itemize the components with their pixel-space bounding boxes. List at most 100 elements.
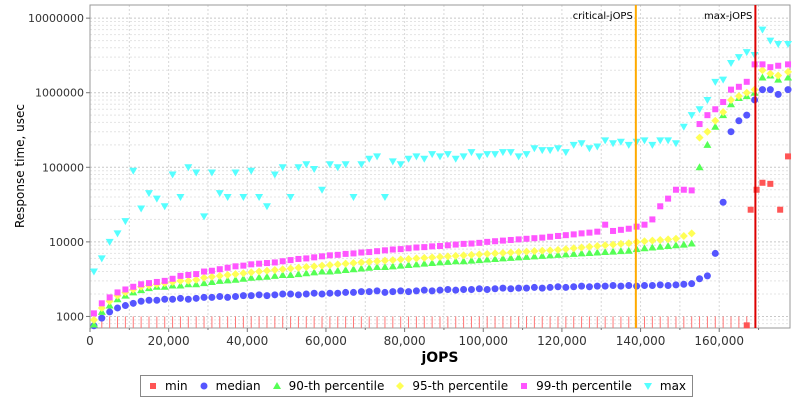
data-point — [586, 229, 593, 236]
data-point — [665, 195, 672, 202]
x-tick-label: 0 — [86, 334, 94, 348]
y-axis-label: Response time, usec — [13, 104, 27, 228]
data-point — [215, 276, 224, 284]
data-point — [767, 64, 774, 71]
data-point — [735, 83, 742, 90]
data-point — [720, 99, 727, 106]
data-point — [223, 193, 232, 201]
data-point — [775, 62, 782, 69]
data-point — [247, 273, 256, 281]
data-point — [279, 290, 287, 298]
data-point — [498, 149, 507, 157]
data-point — [648, 281, 656, 289]
data-point — [547, 233, 554, 240]
data-point — [294, 270, 303, 278]
data-point — [680, 186, 687, 193]
data-point — [594, 228, 601, 235]
x-tick-label: 40,000 — [226, 334, 268, 348]
data-point — [263, 292, 271, 300]
data-point — [617, 226, 624, 233]
data-point — [491, 254, 500, 262]
data-point — [278, 270, 287, 278]
data-point — [640, 137, 649, 145]
data-point — [176, 193, 185, 201]
x-tick-label: 20,000 — [148, 334, 190, 348]
legend-symbol — [643, 383, 652, 390]
data-point — [609, 247, 618, 255]
data-point — [412, 254, 421, 263]
data-point — [420, 259, 429, 267]
data-point — [687, 239, 696, 247]
data-point — [444, 242, 451, 249]
data-point — [200, 279, 209, 287]
data-point — [373, 153, 382, 161]
data-point — [743, 322, 750, 329]
data-point — [648, 236, 657, 245]
data-point — [90, 310, 97, 317]
data-point — [767, 180, 774, 187]
data-point — [506, 149, 515, 157]
data-point — [554, 232, 561, 239]
data-point — [184, 164, 193, 172]
data-point — [777, 206, 784, 213]
data-point — [704, 112, 711, 119]
data-point — [467, 149, 476, 157]
data-point — [413, 244, 420, 251]
data-point — [365, 155, 374, 163]
data-point — [640, 244, 649, 252]
data-point — [231, 169, 240, 177]
data-point — [325, 267, 334, 275]
data-point — [357, 161, 366, 169]
data-point — [240, 262, 247, 269]
data-point — [553, 245, 562, 254]
data-point — [491, 249, 500, 258]
data-point — [342, 250, 349, 257]
data-point — [695, 163, 704, 171]
data-point — [460, 240, 467, 247]
data-point — [492, 238, 499, 245]
series-90-th-percentile — [89, 71, 793, 328]
data-point — [785, 61, 792, 68]
data-point — [747, 206, 754, 213]
legend-label: 95-th percentile — [412, 379, 509, 393]
data-point — [774, 40, 783, 48]
data-point — [436, 252, 444, 261]
annotation-label: critical-jOPS — [573, 11, 633, 22]
data-point — [679, 240, 688, 248]
data-point — [279, 258, 286, 265]
data-point — [161, 277, 168, 284]
data-point — [389, 246, 396, 253]
data-point — [570, 231, 577, 238]
data-point — [389, 288, 397, 296]
data-point — [610, 227, 617, 234]
legend-label: min — [165, 379, 188, 393]
legend-marker — [643, 383, 652, 390]
data-point — [114, 304, 122, 312]
data-point — [443, 252, 452, 261]
data-point — [318, 267, 327, 275]
data-point — [468, 240, 475, 247]
legend: min median 90-th percentile 95-th percentil… — [140, 375, 694, 397]
data-point — [452, 286, 460, 294]
data-point — [475, 153, 484, 161]
data-point — [231, 270, 240, 279]
data-point — [553, 145, 562, 153]
data-point — [341, 265, 350, 273]
data-point — [310, 289, 318, 297]
data-point — [310, 165, 319, 173]
data-point — [784, 86, 792, 94]
data-point — [302, 290, 310, 298]
data-point — [774, 90, 782, 98]
data-point — [255, 193, 264, 201]
data-point — [483, 151, 492, 159]
data-point — [624, 141, 633, 149]
data-point — [262, 203, 271, 211]
data-point — [239, 274, 248, 282]
data-point — [577, 243, 586, 252]
data-point — [538, 147, 547, 155]
data-point — [546, 246, 555, 255]
data-point — [553, 250, 562, 258]
data-point — [476, 239, 483, 246]
data-point — [616, 247, 625, 255]
data-point — [727, 128, 735, 136]
